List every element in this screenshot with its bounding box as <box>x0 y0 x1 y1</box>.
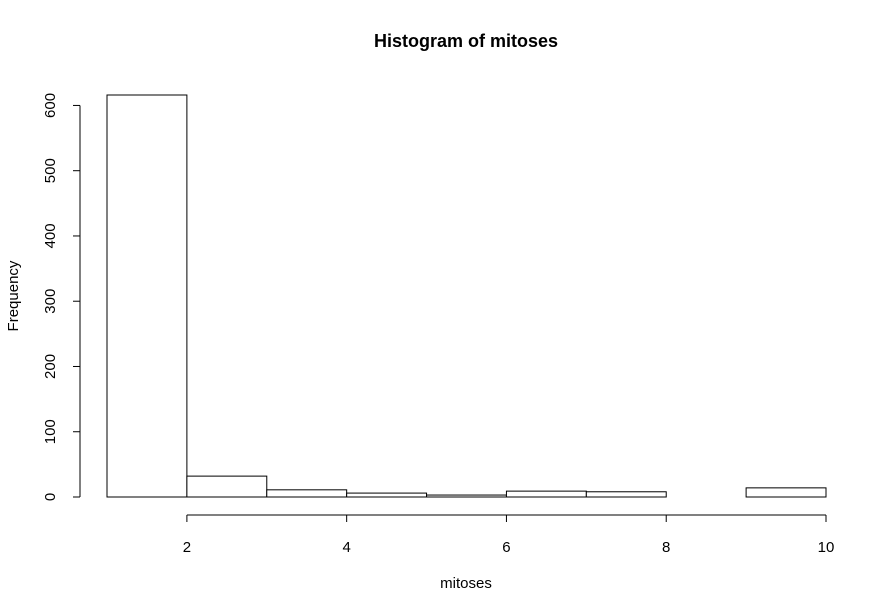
y-axis: 0 100 200 300 400 500 600 <box>42 93 81 501</box>
x-axis-label: mitoses <box>440 575 492 592</box>
bars-group <box>106 94 827 498</box>
histogram-bar <box>745 487 827 498</box>
y-axis-label: Frequency <box>5 260 22 331</box>
histogram-bar <box>106 94 188 498</box>
x-tick-label: 10 <box>818 539 835 556</box>
histogram-bar <box>266 489 348 498</box>
y-tick-label: 300 <box>42 289 59 314</box>
x-tick-label: 8 <box>662 539 670 556</box>
y-tick-label: 0 <box>42 493 59 501</box>
y-tick-label: 600 <box>42 93 59 118</box>
x-tick-label: 6 <box>502 539 510 556</box>
chart-title: Histogram of mitoses <box>374 31 558 51</box>
histogram-bar <box>585 491 667 498</box>
y-tick-label: 200 <box>42 354 59 379</box>
histogram-bar <box>505 490 587 498</box>
histogram-bar <box>186 475 268 498</box>
histogram-bar <box>346 492 428 498</box>
x-axis: 2 4 6 8 10 <box>183 514 835 556</box>
y-tick-label: 500 <box>42 158 59 183</box>
x-tick-label: 4 <box>342 539 350 556</box>
y-tick-label: 100 <box>42 419 59 444</box>
y-tick-label: 400 <box>42 223 59 248</box>
histogram-bar <box>426 494 507 498</box>
x-tick-label: 2 <box>183 539 191 556</box>
